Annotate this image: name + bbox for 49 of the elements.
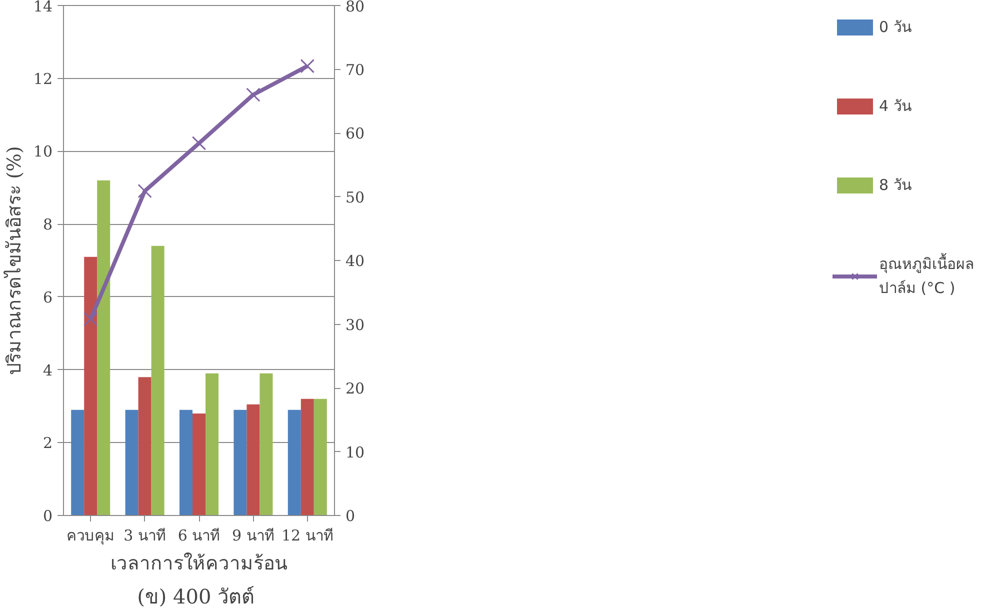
x-tick-label: 6 นาที (178, 526, 220, 544)
x-tick-label: ควบคุม (66, 526, 115, 546)
bar (192, 414, 206, 516)
bar (260, 373, 273, 516)
x-tick-label: 12 นาที (281, 526, 334, 544)
y2-tick-label: 0 (346, 507, 356, 525)
y2-tick-label: 20 (346, 380, 365, 398)
point (246, 88, 260, 102)
y2-tick-label: 40 (346, 252, 365, 270)
y-tick-label: 2 (42, 434, 53, 452)
y2-tick-label: 80 (346, 0, 365, 16)
point (83, 312, 98, 326)
y2-tick-label: 60 (346, 124, 365, 142)
y2-tick-label: 30 (346, 316, 365, 334)
y-tick-label: 12 (33, 70, 53, 88)
x-tick-label: 3 นาที (124, 526, 166, 544)
y-tick-label: 10 (33, 142, 53, 161)
bar (138, 377, 152, 516)
bar (151, 246, 164, 516)
y-tick-label: 8 (42, 216, 53, 234)
bar (246, 404, 260, 516)
bar (179, 410, 192, 516)
point (138, 184, 152, 198)
y2-tick-label: 10 (346, 443, 365, 462)
bar (314, 398, 327, 516)
text: (ข) 400 วัตต์ (137, 584, 255, 608)
point (300, 58, 315, 74)
legend-label: 0 วัน (879, 17, 912, 38)
y-tick-label: 0 (42, 507, 53, 525)
y-tick-label: 14 (33, 0, 53, 16)
bar (288, 410, 301, 516)
y-tick-label: 6 (42, 288, 53, 306)
bar (234, 410, 247, 516)
x-tick-label: 9 นาที (232, 526, 274, 544)
y-tick-label: 4 (42, 361, 53, 380)
bar (206, 373, 219, 516)
legend-label: อุณหภูมิเนื้อผลปาล์ม (°C ) (879, 252, 974, 299)
legend-label: 8 วัน (879, 175, 912, 196)
bar (125, 410, 138, 516)
bar (84, 256, 98, 516)
legend-label: 4 วัน (879, 96, 912, 117)
point (192, 136, 206, 150)
x-axis-title: เวลาการให้ความร้อน (110, 552, 288, 574)
y2-tick-label: 50 (346, 188, 365, 206)
y2-tick-label: 70 (346, 60, 365, 79)
y-axis-title: ปริมาณกรดไขมันอิสระ (%) (3, 146, 26, 375)
bar (71, 410, 84, 516)
bar (97, 180, 110, 516)
bar (300, 398, 314, 516)
